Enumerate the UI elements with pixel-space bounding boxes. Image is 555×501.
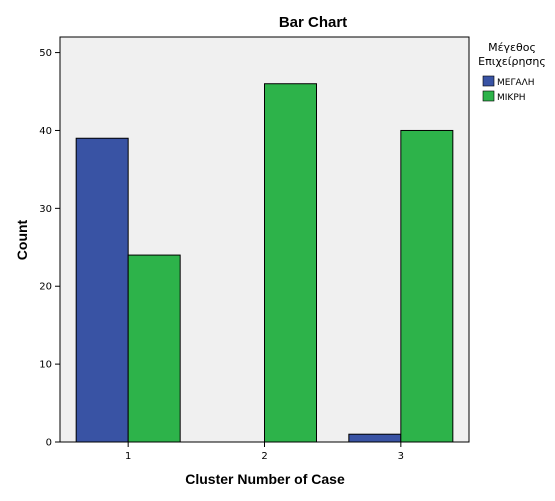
bars-group — [75, 83, 454, 443]
x-tick-label: 3 — [398, 451, 404, 462]
bar-megali-cluster-1 — [75, 137, 129, 443]
x-axis: 1 2 3 — [125, 442, 404, 462]
y-axis: 0 10 20 30 40 50 — [39, 48, 60, 449]
legend-title-line-2: Επιχείρησης — [478, 55, 546, 68]
y-tick-label: 10 — [39, 360, 52, 371]
bar-mikri-cluster-1 — [127, 254, 181, 443]
legend-label-mikri: ΜΙΚΡΗ — [497, 93, 526, 103]
y-axis-title: Count — [14, 219, 30, 260]
y-tick-label: 0 — [46, 438, 52, 449]
bar-megali-cluster-3 — [348, 433, 402, 443]
y-tick-label: 20 — [39, 282, 52, 293]
y-tick-label: 30 — [39, 204, 52, 215]
legend-title-line-1: Μέγεθος — [488, 41, 536, 54]
y-tick-label: 40 — [39, 126, 52, 137]
bar-mikri-cluster-2 — [264, 83, 317, 443]
legend-label-megali: ΜΕΓΑΛΗ — [497, 78, 535, 88]
legend-swatch-mikri — [482, 90, 495, 102]
x-tick-label: 2 — [261, 451, 267, 462]
chart-title: Bar Chart — [279, 14, 347, 31]
x-axis-title: Cluster Number of Case — [185, 471, 345, 487]
x-tick-label: 1 — [125, 451, 131, 462]
bar-mikri-cluster-3 — [400, 129, 454, 443]
y-tick-label: 50 — [39, 48, 52, 59]
legend: Μέγεθος Επιχείρησης ΜΕΓΑΛΗ ΜΙΚΡΗ — [478, 41, 546, 103]
legend-swatch-megali — [482, 75, 495, 87]
